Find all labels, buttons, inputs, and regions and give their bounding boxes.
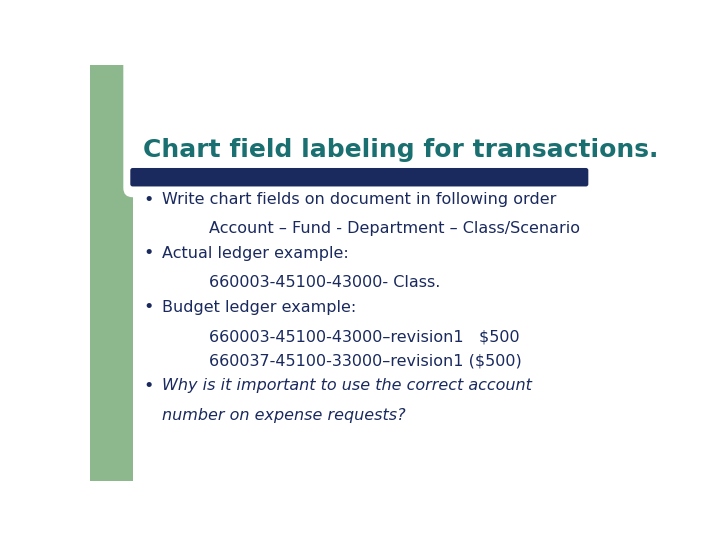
Text: Chart field labeling for transactions.: Chart field labeling for transactions. [143,138,658,161]
Text: 660003-45100-43000- Class.: 660003-45100-43000- Class. [209,275,440,290]
Text: number on expense requests?: number on expense requests? [162,408,405,423]
Text: Account – Fund - Department – Class/Scenario: Account – Fund - Department – Class/Scen… [209,221,580,237]
FancyBboxPatch shape [130,168,588,186]
Text: •: • [144,377,154,395]
Text: •: • [144,191,154,208]
Text: •: • [144,298,154,316]
Text: Actual ledger example:: Actual ledger example: [162,246,348,261]
Text: 660003-45100-43000–revision1   $500: 660003-45100-43000–revision1 $500 [209,329,519,344]
Bar [90,65,287,173]
Text: Budget ledger example:: Budget ledger example: [162,300,356,315]
Text: 660037-45100-33000–revision1 ($500): 660037-45100-33000–revision1 ($500) [209,354,521,369]
Text: Write chart fields on document in following order: Write chart fields on document in follow… [162,192,557,207]
FancyBboxPatch shape [123,56,654,197]
Text: •: • [144,245,154,262]
Bar [90,65,132,481]
Text: Why is it important to use the correct account: Why is it important to use the correct a… [162,379,532,393]
Bar [132,173,648,481]
